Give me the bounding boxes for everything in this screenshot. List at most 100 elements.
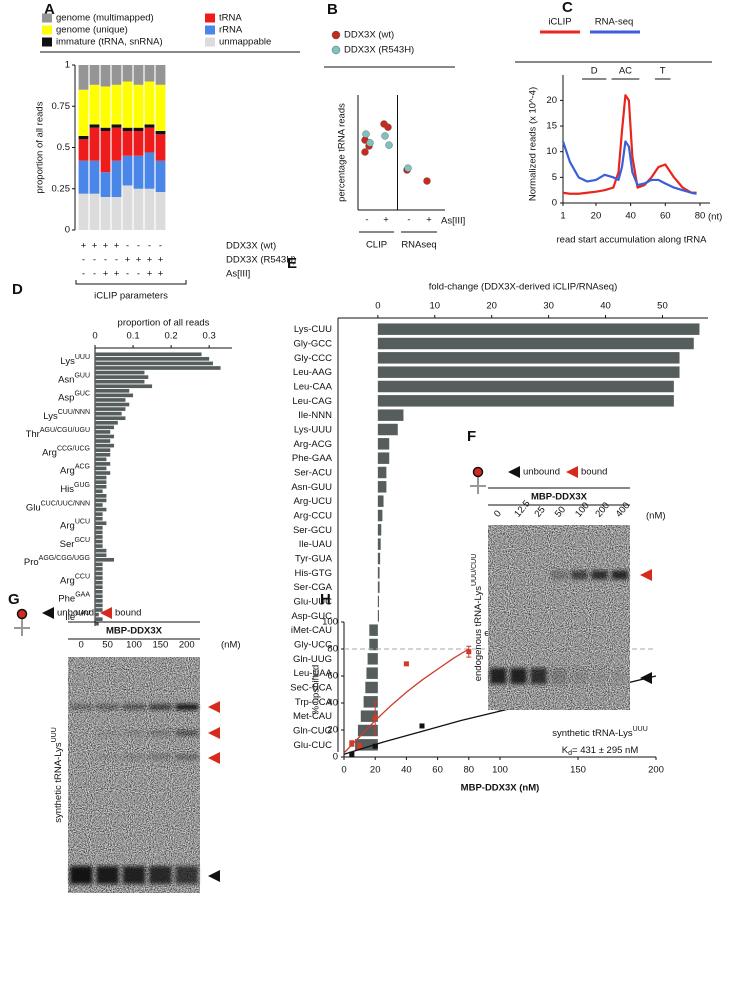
bar bbox=[377, 395, 674, 407]
condition-sign: + bbox=[125, 255, 131, 266]
bar bbox=[365, 681, 378, 694]
point bbox=[349, 751, 355, 757]
bar bbox=[95, 407, 126, 411]
legend-label: DDX3X (R543H) bbox=[344, 45, 414, 56]
bar bbox=[95, 370, 145, 375]
legend-label: bound bbox=[115, 608, 141, 619]
panel-letter: A bbox=[44, 1, 55, 18]
y-tick-label: 20 bbox=[546, 95, 557, 106]
text-part: Gln-CUG bbox=[293, 725, 332, 736]
text-part: Lys bbox=[60, 356, 75, 367]
bar bbox=[95, 366, 221, 370]
superscript: UUU/CUU bbox=[471, 554, 478, 586]
condition-sign: + bbox=[114, 241, 120, 252]
gel-band bbox=[550, 570, 568, 580]
bar bbox=[95, 498, 107, 503]
panel-letter: G bbox=[8, 591, 20, 608]
bar-segment bbox=[89, 124, 100, 128]
axis-title: fold-change (DDX3X-derived iCLIP/RNAseq) bbox=[429, 282, 618, 293]
bar-segment bbox=[155, 65, 166, 85]
superscript: GAA bbox=[75, 592, 90, 599]
bar bbox=[95, 525, 103, 530]
bar bbox=[363, 696, 378, 708]
bar bbox=[95, 617, 103, 621]
bar-segment bbox=[144, 152, 155, 189]
category-label: His-GTG bbox=[295, 567, 332, 578]
bar bbox=[377, 466, 387, 479]
bar bbox=[95, 503, 103, 507]
text-part: Arg bbox=[60, 465, 75, 476]
condition-sign: - bbox=[93, 255, 96, 266]
bar-segment bbox=[155, 84, 166, 131]
x-tick-label: 200 bbox=[648, 765, 664, 776]
panel-letter: C bbox=[562, 0, 573, 16]
y-axis-label: percentage tRNA reads bbox=[337, 103, 348, 202]
bar-segment bbox=[100, 65, 111, 87]
superscript: AGU/CGU/UGU bbox=[40, 428, 90, 435]
text-part: Leu-UAA bbox=[293, 668, 332, 679]
category-label: GluCUC/UUC/NNN bbox=[26, 501, 90, 513]
text-part: Trp-CCA bbox=[295, 696, 333, 707]
x-tick-label: 20 bbox=[486, 301, 497, 312]
bar-segment bbox=[111, 160, 122, 197]
panel-letter: B bbox=[327, 1, 338, 18]
gel-band bbox=[571, 570, 588, 580]
bar bbox=[95, 416, 126, 421]
bar bbox=[366, 667, 378, 679]
band-arrow bbox=[208, 752, 220, 764]
bar-segment bbox=[144, 65, 155, 82]
category-label: Asp-GUC bbox=[291, 610, 332, 621]
bracket bbox=[75, 280, 187, 285]
legend-label: rRNA bbox=[219, 25, 243, 36]
text-part: Gly-GCC bbox=[293, 338, 332, 349]
gel-band bbox=[70, 704, 93, 710]
text-part: Arg bbox=[60, 575, 75, 586]
x-tick-label: 80 bbox=[695, 211, 706, 222]
gel-band bbox=[122, 730, 146, 736]
condition-label: As[III] bbox=[226, 269, 250, 280]
legend-triangle bbox=[566, 466, 578, 478]
text-part: synthetic tRNA-Lys bbox=[53, 742, 64, 823]
bar-segment bbox=[144, 81, 155, 125]
y-axis-label: Normalized reads (x 10^-4) bbox=[528, 87, 539, 201]
bar bbox=[95, 448, 111, 453]
gel-band bbox=[96, 754, 119, 760]
point bbox=[372, 743, 378, 749]
gel-band bbox=[96, 866, 119, 884]
condition-sign: + bbox=[147, 255, 153, 266]
category-label: AsnGUU bbox=[58, 373, 90, 385]
text-part: Ser bbox=[60, 538, 75, 549]
gel-band bbox=[490, 668, 507, 684]
superscript: CCG/UCG bbox=[57, 446, 90, 453]
category-label: Leu-CAG bbox=[292, 395, 332, 406]
category-label: Tyr-GUA bbox=[295, 553, 333, 564]
text-part: Asp-GUC bbox=[291, 610, 332, 621]
bar bbox=[95, 621, 99, 626]
gel-band bbox=[175, 704, 198, 710]
unit-label: (nM) bbox=[221, 640, 241, 651]
bar bbox=[95, 521, 107, 526]
band-arrow bbox=[208, 701, 220, 713]
bar-segment bbox=[144, 127, 155, 153]
x-tick-label: 0 bbox=[375, 301, 380, 312]
superscript: GUC bbox=[74, 391, 90, 398]
gel-band bbox=[591, 570, 608, 580]
y-tick-label: 0 bbox=[65, 225, 70, 236]
condition-sign: - bbox=[137, 269, 140, 280]
bar bbox=[95, 516, 103, 521]
legend-label: genome (unique) bbox=[56, 25, 128, 36]
gel-band bbox=[611, 668, 628, 684]
bar-segment bbox=[78, 139, 89, 161]
bar bbox=[377, 595, 379, 608]
x-unit: (nt) bbox=[708, 212, 722, 223]
text-part: Leu-AAG bbox=[293, 367, 332, 378]
category-label: Gly-CCC bbox=[294, 352, 332, 363]
bar bbox=[95, 484, 107, 489]
text-part: Glu bbox=[26, 502, 41, 513]
legend-swatch bbox=[205, 37, 215, 47]
gel-band bbox=[611, 570, 628, 580]
band-arrow bbox=[208, 870, 220, 882]
bar bbox=[95, 553, 107, 558]
gel-band bbox=[175, 866, 198, 884]
text-part: Arg-UCU bbox=[293, 496, 332, 507]
